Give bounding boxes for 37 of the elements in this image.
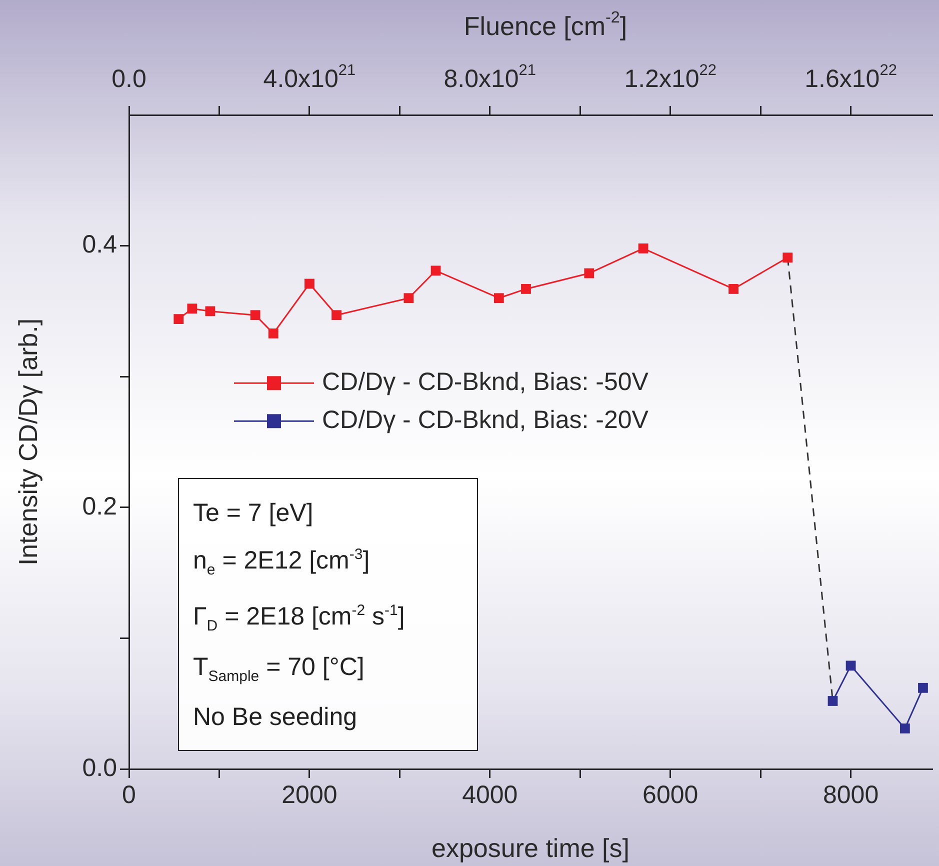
annotation: Γ$_{D}$ = 2E18 [cm$^{-2}$ s$^{-1}$] [193,601,406,637]
point [900,724,910,734]
y-tick-label: 0.2 [82,492,117,520]
point [521,284,531,294]
point [205,306,216,316]
point [250,310,260,320]
annotation: Te = 7 [eV] [193,498,314,529]
annotation: n$_{e}$ = 2E12 [cm$^{-3}$] [193,545,371,580]
annotation: T$_{Sample}$ = 70 [°C] [193,652,366,687]
point [174,314,184,324]
point [268,328,278,338]
y-tick-label: 0.4 [82,230,118,259]
point [404,293,414,304]
point [584,268,594,278]
x-tick-label: 8000 [822,780,879,809]
point [638,243,648,254]
x-axis-title: exposure time [s] [432,833,630,864]
point [828,696,838,706]
point [846,660,856,671]
x2-tick-label: 0.0 [112,64,146,93]
point [918,682,928,693]
point [187,304,198,314]
x-tick-label: 2000 [282,780,338,809]
annotation: No Be seeding [193,702,358,733]
point [430,266,441,276]
point [332,310,342,320]
x-tick-label: 4000 [462,780,518,809]
point [782,252,793,263]
point [304,278,314,289]
point [494,293,504,304]
y-tick-label: 0.0 [82,754,117,782]
point [728,284,738,294]
legend-label: CD/Dγ - CD-Bknd, Bias: -50V [322,368,649,396]
x-tick-label: 0 [122,780,136,809]
legend-label: CD/Dγ - CD-Bknd, Bias: -20V [322,406,649,434]
x-tick-label: 6000 [642,780,698,809]
y-axis-title: Intensity CD/Dγ [arb.] [13,318,44,566]
